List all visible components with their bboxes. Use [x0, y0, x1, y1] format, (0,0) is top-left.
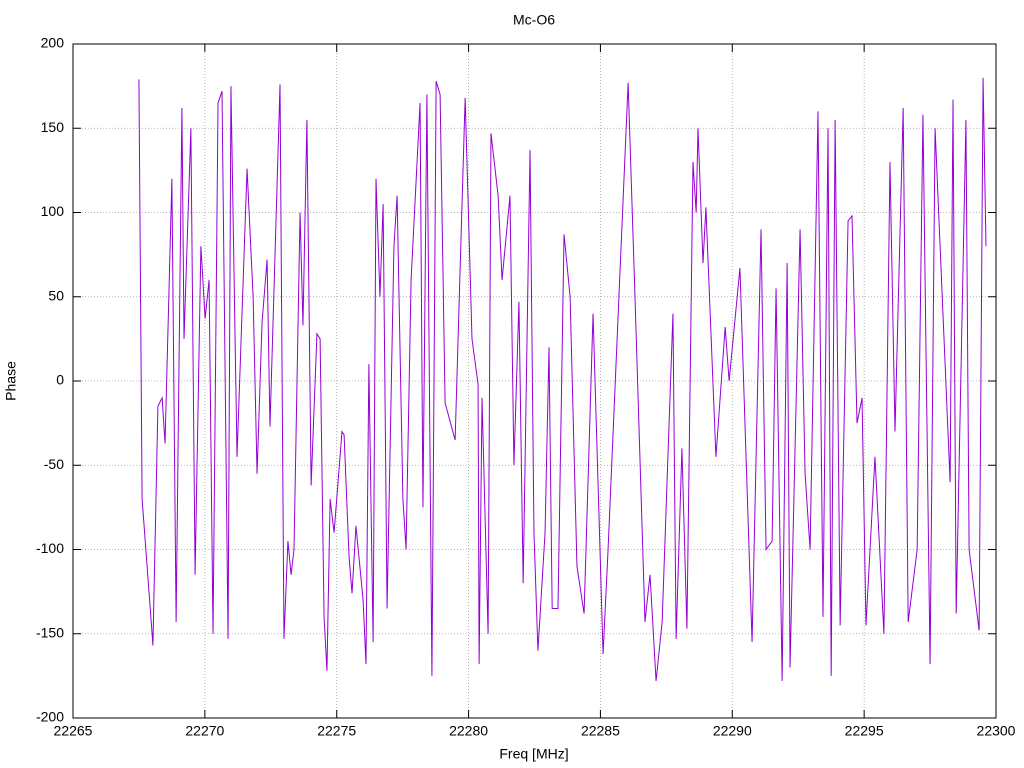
- x-tick-label: 22295: [845, 723, 884, 739]
- y-tick-label: -50: [44, 456, 64, 472]
- y-tick-label: 150: [41, 119, 65, 135]
- x-tick-label: 22265: [54, 723, 93, 739]
- x-tick-label: 22290: [713, 723, 752, 739]
- y-tick-label: -200: [36, 709, 64, 725]
- x-tick-label: 22280: [449, 723, 488, 739]
- y-axis-label: Phase: [3, 361, 19, 401]
- x-tick-label: 22270: [185, 723, 224, 739]
- y-tick-label: 100: [41, 203, 65, 219]
- y-tick-label: 200: [41, 35, 65, 51]
- x-tick-label: 22275: [317, 723, 356, 739]
- y-tick-label: -100: [36, 540, 64, 556]
- data-line: [138, 77, 987, 681]
- plot-border: [72, 43, 997, 719]
- y-tick-label: -150: [36, 624, 64, 640]
- y-tick-label: 50: [48, 287, 64, 303]
- x-tick-label: 22285: [581, 723, 620, 739]
- x-axis-label: Freq [MHz]: [499, 746, 568, 762]
- y-tick-label: 0: [56, 372, 64, 388]
- chart-title: Mc-O6: [513, 12, 555, 28]
- x-tick-label: 22300: [977, 723, 1016, 739]
